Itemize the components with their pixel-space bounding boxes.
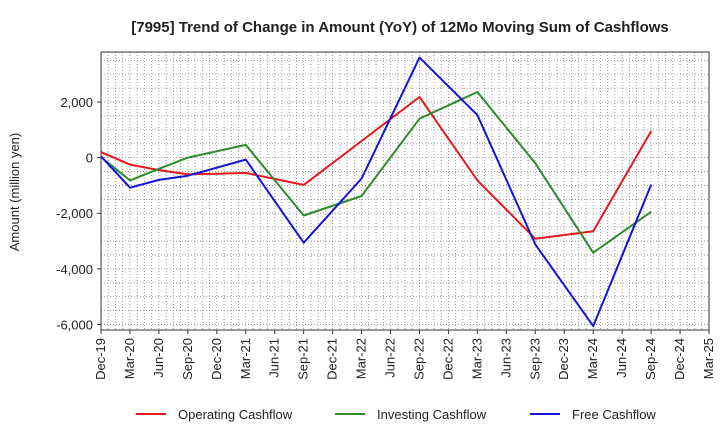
y-tick-label: -2,000 — [56, 206, 93, 221]
x-tick-label: Mar-20 — [122, 338, 137, 379]
x-tick-label: Jun-20 — [151, 338, 166, 378]
x-tick-label: Dec-21 — [325, 338, 340, 380]
x-tick-label: Mar-24 — [585, 338, 600, 379]
y-tick-label: 2,000 — [60, 95, 93, 110]
legend-label: Investing Cashflow — [377, 407, 487, 422]
x-tick-label: Sep-22 — [411, 338, 426, 380]
legend: Operating Cashflow Investing Cashflow Free… — [136, 407, 656, 422]
x-tick-label: Sep-24 — [643, 338, 658, 380]
x-tick-label: Dec-19 — [93, 338, 108, 380]
y-axis-label: Amount (million yen) — [7, 133, 22, 252]
grid — [101, 52, 709, 330]
series-line-free-cashflow — [100, 56, 653, 328]
x-tick-label: Mar-23 — [469, 338, 484, 379]
legend-label: Free Cashflow — [572, 407, 656, 422]
x-axis-ticks: Dec-19 Mar-20 Jun-20 Sep-20 Dec-20 Mar-21 Jun-… — [93, 330, 716, 380]
x-tick-label: Jun-23 — [498, 338, 513, 378]
plot-frame — [100, 51, 710, 331]
x-tick-label: Sep-20 — [180, 338, 195, 380]
y-tick-label: -4,000 — [56, 262, 93, 277]
series-line-investing-cashflow — [100, 91, 652, 254]
x-tick-label: Sep-23 — [527, 338, 542, 380]
x-tick-label: Jun-22 — [383, 338, 398, 378]
y-tick-label: 0 — [86, 151, 93, 166]
y-tick-label: -6,000 — [56, 317, 93, 332]
x-tick-label: Mar-25 — [701, 338, 716, 379]
x-tick-label: Dec-22 — [440, 338, 455, 380]
series-layer — [100, 56, 653, 328]
x-tick-label: Jun-21 — [267, 338, 282, 378]
legend-label: Operating Cashflow — [178, 407, 293, 422]
x-tick-label: Dec-20 — [209, 338, 224, 380]
x-tick-label: Sep-21 — [296, 338, 311, 380]
chart-title: [7995] Trend of Change in Amount (YoY) o… — [131, 19, 669, 36]
x-tick-label: Dec-24 — [672, 338, 687, 380]
series-line-operating-cashflow — [100, 96, 652, 240]
x-tick-label: Jun-24 — [614, 338, 629, 378]
x-tick-label: Mar-21 — [238, 338, 253, 379]
x-tick-label: Mar-22 — [354, 338, 369, 379]
y-axis-ticks: 2,000 0 -2,000 -4,000 -6,000 — [56, 95, 101, 332]
x-tick-label: Dec-23 — [556, 338, 571, 380]
